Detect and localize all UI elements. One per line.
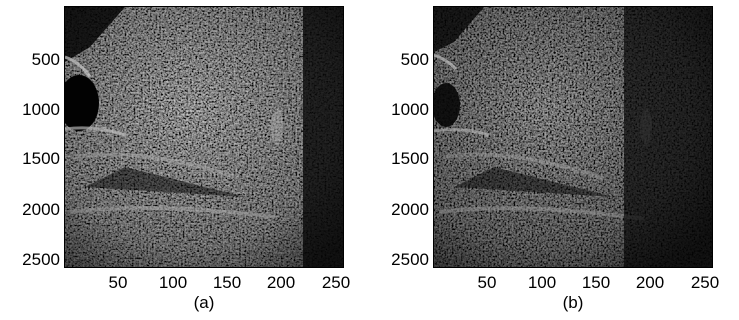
y-tick-label: 1500 bbox=[22, 149, 60, 168]
y-tick-label: 500 bbox=[31, 50, 60, 69]
y-tick-label: 2500 bbox=[22, 250, 60, 269]
ultrasound-panel-b: 500 1000 1500 2000 2500 50 100 150 200 2… bbox=[369, 0, 739, 320]
x-tick-label: 250 bbox=[690, 273, 720, 292]
x-tick-label: 150 bbox=[212, 273, 242, 292]
x-tick-label: 100 bbox=[158, 273, 188, 292]
x-tick-label: 200 bbox=[266, 273, 296, 292]
y-tick-label: 1000 bbox=[22, 100, 60, 119]
panel-caption: (b) bbox=[562, 293, 584, 312]
speckle-image-a bbox=[65, 7, 343, 267]
x-tick-label: 150 bbox=[581, 273, 611, 292]
x-tick-label: 200 bbox=[635, 273, 665, 292]
ultrasound-panel-a: 500 1000 1500 2000 2500 50 100 150 200 2… bbox=[22, 6, 351, 312]
x-tick-label: 250 bbox=[321, 273, 351, 292]
ultrasound-image-b bbox=[433, 6, 713, 268]
panel-caption: (a) bbox=[193, 293, 215, 312]
x-tick-label: 50 bbox=[477, 273, 497, 292]
x-tick-label: 50 bbox=[108, 273, 128, 292]
speckle-image-b bbox=[434, 7, 712, 267]
y-tick-label: 2000 bbox=[22, 200, 60, 219]
y-tick-label: 500 bbox=[400, 50, 429, 69]
y-tick-label: 2500 bbox=[391, 250, 429, 269]
y-tick-label: 1500 bbox=[391, 149, 429, 168]
x-tick-label: 100 bbox=[527, 273, 557, 292]
ultrasound-image-a bbox=[64, 6, 344, 268]
y-tick-label: 1000 bbox=[391, 100, 429, 119]
y-tick-label: 2000 bbox=[391, 200, 429, 219]
